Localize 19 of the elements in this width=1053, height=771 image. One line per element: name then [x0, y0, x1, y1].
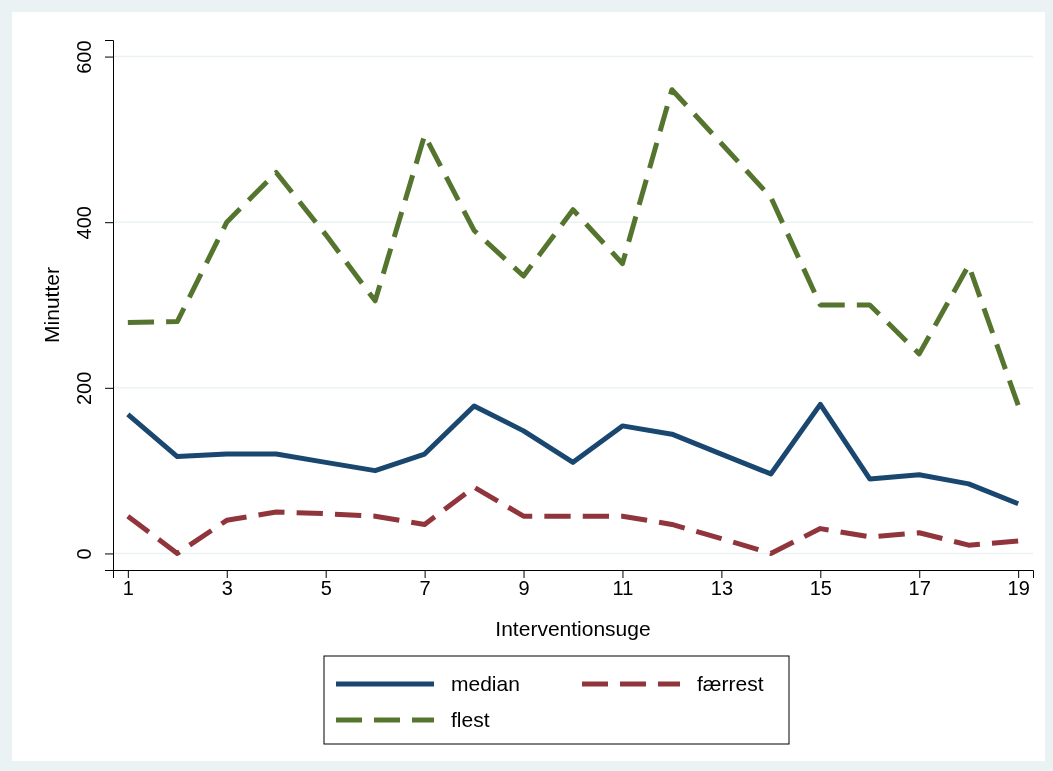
x-tick-label: 13	[710, 577, 734, 600]
x-tick-label: 19	[1007, 577, 1030, 600]
y-axis-title: Minutter	[40, 267, 63, 343]
legend-label: færrest	[697, 672, 764, 695]
x-axis-title: Interventionsuge	[495, 617, 651, 640]
y-tick-label: 200	[73, 371, 95, 405]
x-tick-label: 1	[122, 577, 134, 600]
x-tick-label: 17	[908, 577, 931, 600]
y-tick-label: 600	[73, 40, 95, 74]
x-tick-label: 3	[221, 577, 233, 600]
legend-label: flest	[451, 708, 490, 731]
y-tick-label: 400	[73, 206, 95, 240]
x-tick-label: 15	[809, 577, 832, 600]
x-tick-label: 7	[419, 577, 431, 600]
y-tick-label: 0	[73, 548, 95, 560]
x-tick-label: 9	[518, 577, 530, 600]
legend-label: median	[451, 672, 520, 695]
x-tick-label: 5	[320, 577, 332, 600]
x-tick-label: 11	[612, 577, 634, 600]
